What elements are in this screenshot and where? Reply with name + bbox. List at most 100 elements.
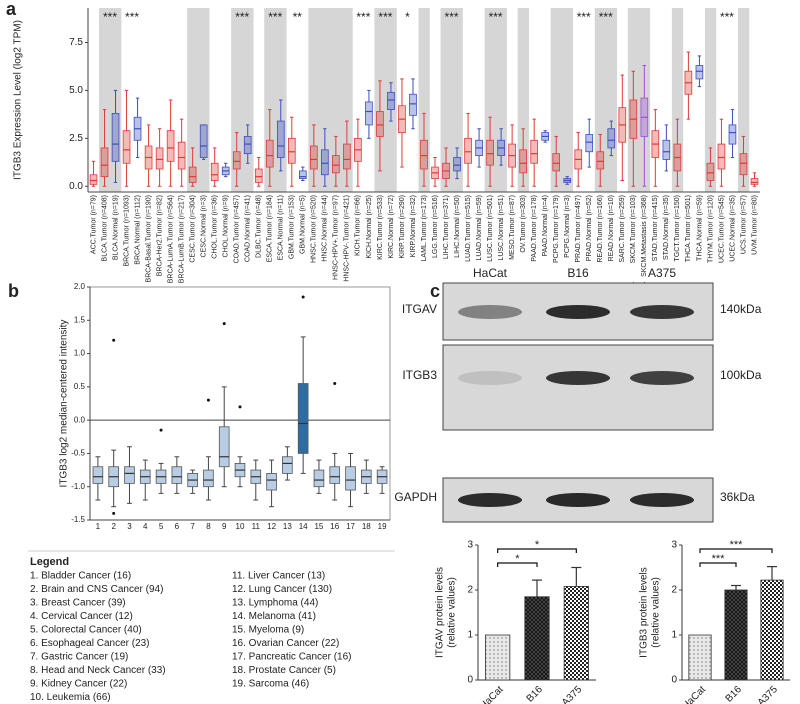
significance: *** <box>489 10 503 24</box>
y-axis-label: ITGB3 Expression Level (log2 TPM) <box>13 20 24 180</box>
x-tick-label: PRAD.Normal (n=52) <box>586 195 593 261</box>
significance: *** <box>103 10 117 24</box>
box <box>266 472 277 491</box>
group-shade <box>495 8 507 192</box>
x-tick-label: HaCat <box>680 684 708 704</box>
legend-item: 14. Melanoma (41) <box>232 611 316 622</box>
box <box>297 383 309 454</box>
x-tick-label: COAD.Tumor (n=457) <box>234 195 241 263</box>
legend-item: 15. Myeloma (9) <box>232 625 304 636</box>
x-tick-label: STAD.Normal (n=35) <box>663 195 670 260</box>
x-tick-label: 15 <box>314 522 323 531</box>
x-tick-label: A375 <box>560 684 585 704</box>
blot-band <box>458 371 522 385</box>
x-tick-label: CESC.Tumor (n=304) <box>189 195 196 263</box>
outlier <box>206 398 210 402</box>
box <box>486 139 494 166</box>
box <box>519 149 527 174</box>
x-tick-label: UCS.Tumor (n=57) <box>740 195 747 254</box>
x-tick-label: PRAD.Tumor (n=497) <box>575 195 582 263</box>
group-shade <box>605 8 618 192</box>
box <box>243 136 252 155</box>
group-shade <box>517 8 529 192</box>
box <box>171 466 183 484</box>
bar <box>485 634 511 681</box>
box <box>343 143 351 170</box>
x-tick-label: BRCA-Basal.Tumor (n=190) <box>145 195 152 282</box>
box <box>254 168 263 183</box>
box <box>199 124 208 158</box>
box <box>310 145 318 170</box>
x-tick-label: DLBC.Tumor (n=48) <box>256 195 263 258</box>
outlier <box>222 322 226 326</box>
legend-item: 1. Bladder Cancer (16) <box>30 571 131 582</box>
box <box>282 456 293 474</box>
significance-bracket <box>699 562 737 567</box>
legend-item: 11. Liver Cancer (13) <box>232 571 325 582</box>
x-tick-label: ACC.Tumor (n=79) <box>90 195 97 254</box>
x-tick-label: BLCA.Normal (n=19) <box>112 195 119 260</box>
x-tick-label: KICH.Normal (n=25) <box>366 195 373 259</box>
x-tick-label: LUAD.Tumor (n=515) <box>465 195 472 262</box>
x-tick-label: TGCT.Tumor (n=150) <box>674 195 681 261</box>
x-tick-label: 17 <box>346 522 355 531</box>
blot-band <box>630 305 694 319</box>
x-tick-label: 6 <box>175 522 180 531</box>
bar <box>688 634 712 681</box>
group-shade <box>550 8 563 192</box>
y-tick-label: 3 <box>467 540 473 551</box>
box <box>100 147 109 178</box>
group-shade <box>737 8 750 192</box>
x-tick-label: LUSC.Tumor (n=501) <box>487 195 494 262</box>
group-shade <box>561 8 574 192</box>
group-shade <box>99 8 111 192</box>
panel-label: c <box>430 281 440 301</box>
box <box>728 124 737 145</box>
protein-label: GAPDH <box>394 490 437 504</box>
x-tick-label: UCEC.Tumor (n=545) <box>718 195 725 263</box>
y-axis-label: ITGB3 protein levels <box>639 567 650 658</box>
x-tick-label: A375 <box>756 684 781 704</box>
box <box>313 469 325 488</box>
blot-band <box>630 371 694 385</box>
group-shade <box>418 8 430 192</box>
x-tick-label: CHOL.Normal (n=9) <box>223 195 230 257</box>
x-tick-label: HNSC-HPV-.Tumor (n=421) <box>344 195 351 282</box>
protein-label: ITGB3 <box>402 368 437 382</box>
legend-item: 8. Head and Neck Cancer (33) <box>30 665 166 676</box>
group-shade <box>187 8 199 192</box>
legend-item: 2. Brain and CNS Cancer (94) <box>30 584 163 595</box>
lane-label: HaCat <box>473 266 508 280</box>
x-tick-label: 5 <box>159 522 164 531</box>
significance: *** <box>356 10 370 24</box>
x-tick-label: 19 <box>378 522 387 531</box>
x-tick-label: 13 <box>283 522 292 531</box>
y-tick-label: 0.0 <box>69 181 83 192</box>
box <box>111 113 120 162</box>
significance: ** <box>293 10 303 24</box>
significance-bracket <box>497 562 538 567</box>
box <box>585 134 594 153</box>
outlier <box>112 338 116 342</box>
y-tick-label: 2.0 <box>74 282 86 291</box>
x-tick-label: MESO.Tumor (n=87) <box>509 195 516 260</box>
significance: *** <box>712 553 726 565</box>
protein-label: ITGAV <box>402 302 437 316</box>
x-tick-label: SKCM.Metastasis (n=368) <box>641 195 648 277</box>
x-tick-label: BRCA.Tumor (n=1093) <box>123 195 130 267</box>
y-tick-label: -1.0 <box>71 482 85 491</box>
x-tick-label: LAML.Tumor (n=173) <box>421 195 428 261</box>
group-shade <box>341 8 353 192</box>
y-tick-label: 2 <box>671 585 677 596</box>
box <box>265 139 274 168</box>
box <box>332 155 340 174</box>
x-tick-label: UCEC.Normal (n=35) <box>729 195 736 262</box>
box <box>89 174 98 185</box>
x-tick-label: KIRP.Tumor (n=290) <box>399 195 406 259</box>
x-tick-label: BRCA-LumB.Tumor (n=217) <box>178 195 185 283</box>
box <box>218 426 230 468</box>
bar <box>724 589 748 681</box>
x-tick-label: B16 <box>724 684 745 704</box>
y-tick-label: 0 <box>671 675 677 686</box>
